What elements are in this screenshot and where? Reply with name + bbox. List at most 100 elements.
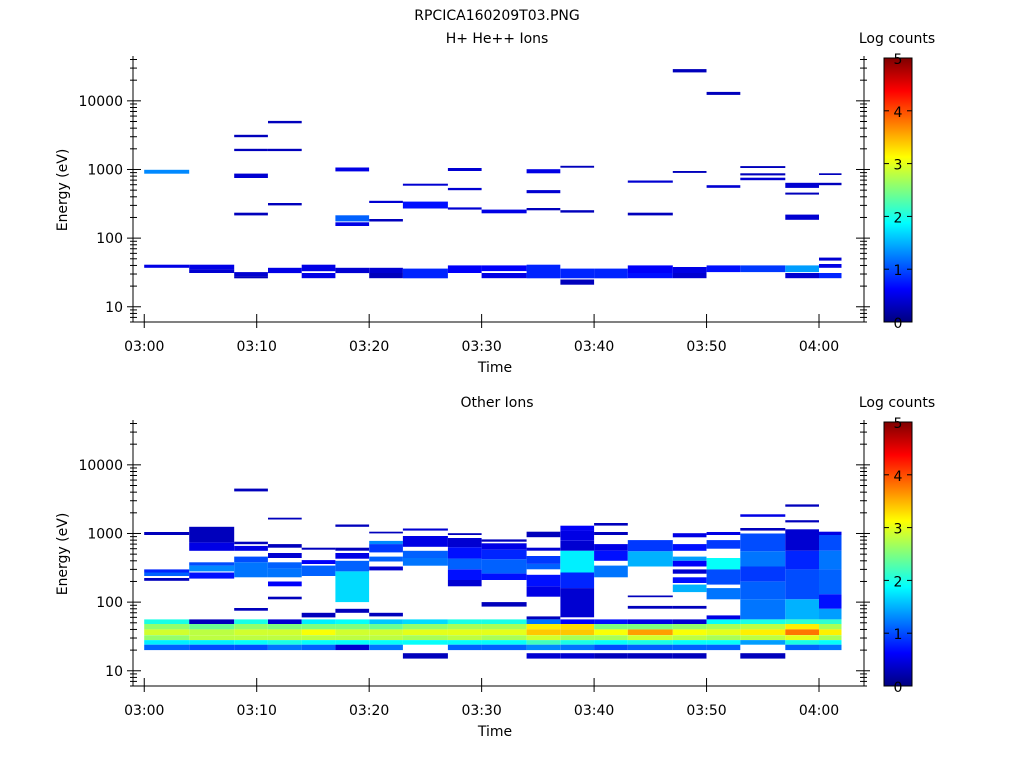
heatmap-cell xyxy=(627,640,673,645)
heatmap-cell xyxy=(369,624,403,630)
heatmap-cell xyxy=(402,183,448,186)
heatmap-cell xyxy=(740,533,786,552)
heatmap-cell xyxy=(627,644,673,651)
heatmap-cell xyxy=(189,629,235,636)
heatmap-cell xyxy=(301,565,336,576)
heatmap-cell xyxy=(560,640,595,645)
heatmap-cell xyxy=(268,629,302,636)
heatmap-cell xyxy=(144,629,190,636)
heatmap-cell xyxy=(560,624,595,630)
heatmap-cell xyxy=(268,544,302,548)
heatmap-cell xyxy=(402,629,448,636)
heatmap-cell xyxy=(234,545,268,551)
colorbar-tick-label: 1 xyxy=(894,627,903,643)
y-tick-label: 10 xyxy=(105,664,123,680)
heatmap-cell xyxy=(268,148,302,152)
heatmap-cell xyxy=(144,635,190,641)
heatmap-cell xyxy=(481,629,527,636)
heatmap-cell xyxy=(301,547,336,550)
heatmap-cell xyxy=(627,551,673,567)
heatmap-cell xyxy=(526,574,561,587)
x-tick-label: 03:30 xyxy=(461,703,501,719)
y-tick-label: 1000 xyxy=(87,526,123,542)
x-tick-label: 04:00 xyxy=(799,703,839,719)
heatmap-cell xyxy=(706,635,741,641)
heatmap-cell xyxy=(144,578,190,581)
heatmap-cell xyxy=(526,190,561,194)
y-tick-label: 10 xyxy=(105,300,123,316)
heatmap-cell xyxy=(819,182,842,186)
heatmap-cell xyxy=(672,69,707,73)
heatmap-cell xyxy=(526,653,561,659)
heatmap-cell xyxy=(785,182,819,188)
heatmap-cell xyxy=(234,624,268,630)
heatmap-cell xyxy=(560,530,595,541)
heatmap-cell xyxy=(234,629,268,636)
heatmap-cell xyxy=(594,532,628,535)
heatmap-cell xyxy=(481,573,527,580)
heatmap-cell xyxy=(819,640,842,645)
figure-title: RPCICA160209T03.PNG xyxy=(414,8,579,24)
heatmap-cell xyxy=(672,619,707,624)
heatmap-cell xyxy=(189,269,235,273)
y-tick-label: 100 xyxy=(96,231,123,247)
heatmap-cell xyxy=(447,580,482,587)
heatmap-cell xyxy=(819,569,842,595)
heatmap-cell xyxy=(189,619,235,624)
heatmap-cell xyxy=(402,635,448,641)
heatmap-cell xyxy=(627,212,673,216)
heatmap-cell xyxy=(526,531,561,538)
heatmap-cell xyxy=(189,640,235,645)
colorbar-tick-label: 3 xyxy=(894,158,903,174)
colorbar-tick-label: 0 xyxy=(894,316,903,332)
heatmap-cell xyxy=(706,644,741,651)
heatmap-cell xyxy=(706,640,741,645)
heatmap-cell xyxy=(447,629,482,636)
heatmap-cell xyxy=(785,265,819,273)
heatmap-cell xyxy=(447,547,482,559)
x-tick-label: 04:00 xyxy=(799,339,839,355)
heatmap-cell xyxy=(819,619,842,624)
heatmap-cell xyxy=(301,624,336,630)
heatmap-cell xyxy=(627,180,673,183)
heatmap-cell xyxy=(481,273,527,279)
heatmap-cell xyxy=(301,560,336,564)
heatmap-cell xyxy=(740,528,786,531)
heatmap-cell xyxy=(627,595,673,598)
heatmap-cell xyxy=(560,210,595,213)
heatmap-cell xyxy=(481,559,527,574)
x-tick-label: 03:30 xyxy=(461,339,501,355)
y-axis-label: Energy (eV) xyxy=(55,149,71,232)
heatmap-cell xyxy=(234,562,268,578)
x-tick-label: 03:50 xyxy=(686,703,726,719)
colorbar-tick-label: 2 xyxy=(894,210,903,226)
heatmap-cell xyxy=(785,529,819,551)
heatmap-cell xyxy=(785,504,819,507)
heatmap-cell xyxy=(594,619,628,624)
heatmap-cell xyxy=(447,569,482,580)
heatmap-cells xyxy=(144,488,842,659)
heatmap-cell xyxy=(369,540,403,545)
heatmap-cell xyxy=(369,612,403,617)
heatmap-cell xyxy=(335,215,370,222)
heatmap-cell xyxy=(594,544,628,551)
heatmap-cell xyxy=(481,539,527,542)
heatmap-cell xyxy=(819,644,842,651)
heatmap-cell xyxy=(627,605,673,609)
heatmap-cell xyxy=(335,560,370,572)
heatmap-cell xyxy=(526,586,561,597)
heatmap-cell xyxy=(560,629,595,636)
heatmap-cell xyxy=(335,167,370,172)
heatmap-cell xyxy=(369,619,403,624)
colorbar-label: Log counts xyxy=(859,31,935,47)
x-tick-label: 03:50 xyxy=(686,339,726,355)
heatmap-cell xyxy=(481,602,527,607)
heatmap-cell xyxy=(144,169,190,174)
heatmap-cell xyxy=(672,629,707,636)
heatmap-cell xyxy=(402,268,448,279)
heatmap-cell xyxy=(335,640,370,645)
heatmap-cell xyxy=(447,168,482,171)
heatmap-cell xyxy=(526,264,561,279)
heatmap-cell xyxy=(447,265,482,273)
heatmap-cell xyxy=(706,540,741,549)
